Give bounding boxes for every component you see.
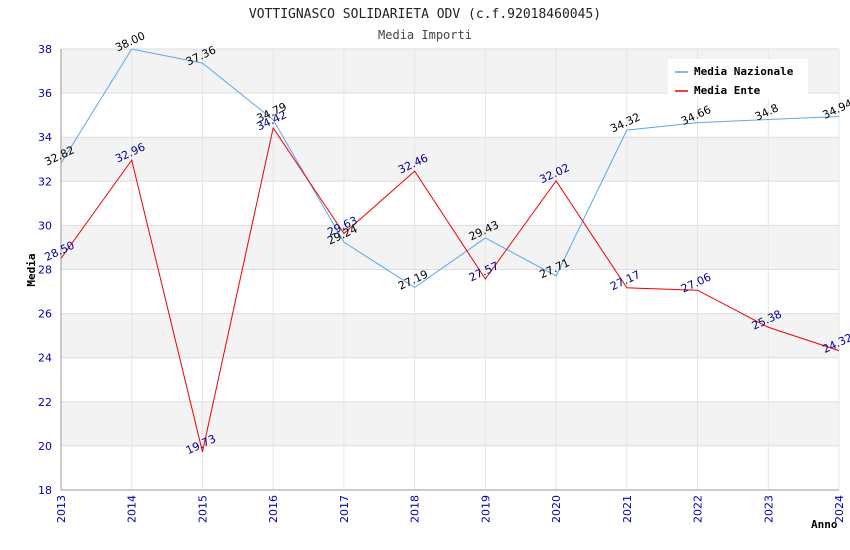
plot-band [61,313,839,358]
x-tick-label: 2018 [409,495,422,523]
y-tick-label: 24 [38,352,52,365]
legend-label-nazionale: Media Nazionale [694,65,794,78]
x-tick-label: 2019 [479,495,492,523]
data-label-nazionale: 27.19 [396,268,430,293]
x-tick-label: 2017 [338,495,351,523]
plot-band [61,401,839,446]
x-tick-label: 2023 [762,495,775,523]
y-tick-label: 26 [38,308,52,321]
y-tick-label: 28 [38,264,52,277]
y-tick-label: 32 [38,175,52,188]
data-label-nazionale: 34.94 [820,97,850,122]
y-tick-label: 22 [38,396,52,409]
data-label-nazionale: 34.66 [679,103,713,128]
x-tick-label: 2013 [55,495,68,523]
data-label-ente: 27.06 [679,271,713,296]
plot-band [61,137,839,182]
legend-label-ente: Media Ente [694,84,761,97]
data-label-nazionale: 34.8 [753,101,781,123]
y-tick-labels: 18 20 22 24 26 28 30 32 34 36 38 [38,43,52,497]
legend-box [668,59,808,99]
chart-subtitle: Media Importi [378,28,472,42]
data-label-ente: 27.17 [608,268,642,293]
y-tick-label: 20 [38,440,52,453]
y-tick-label: 18 [38,484,52,497]
series-line-ente [60,126,840,452]
y-tick-label: 36 [38,87,52,100]
x-tick-label: 2014 [126,495,139,523]
y-tick-label: 38 [38,43,52,56]
y-axis-label: Media [25,253,38,286]
x-tick-label: 2024 [833,495,846,523]
series-line-nazionale [60,48,840,288]
x-axis-label: Anno [811,518,838,531]
x-tick-label: 2022 [692,495,705,523]
chart-title: VOTTIGNASCO SOLIDARIETA ODV (c.f.9201846… [249,7,601,22]
y-tick-label: 30 [38,219,52,232]
y-tick-label: 34 [38,131,52,144]
x-tick-label: 2021 [621,495,634,523]
plot-bands [61,49,839,446]
x-tick-labels: 2013 2014 2015 2016 2017 2018 2019 2020 2021 2022… [55,495,846,523]
x-tick-label: 2016 [267,495,280,523]
x-tick-label: 2020 [550,495,563,523]
x-tick-label: 2015 [196,495,209,523]
legend: Media Nazionale Media Ente [668,59,808,99]
data-label-nazionale: 34.32 [608,110,642,135]
series-lines [60,48,840,452]
